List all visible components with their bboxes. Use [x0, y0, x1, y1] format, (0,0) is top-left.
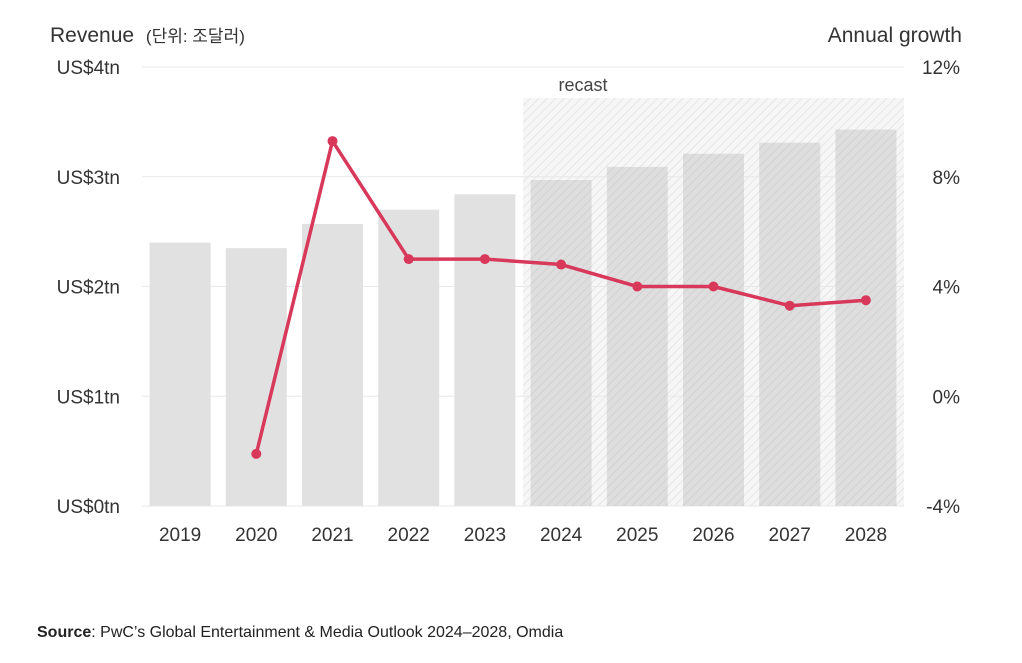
bar-2025 — [606, 166, 668, 506]
growth-point-2024 — [556, 259, 567, 270]
growth-point-2027 — [784, 300, 795, 311]
y-left-tick-label: US$1tn — [57, 387, 120, 408]
bar-2020 — [225, 248, 287, 506]
title-left: Revenue (단위: 조달러) — [50, 24, 245, 47]
source-text: : PwC’s Global Entertainment & Media Out… — [91, 624, 564, 641]
growth-point-2020 — [251, 448, 262, 459]
y-right-tick-label: 4% — [933, 278, 961, 299]
x-tick-label: 2021 — [311, 525, 353, 546]
forecast-label: recast — [558, 75, 607, 95]
bar-2026 — [683, 153, 744, 506]
bar-2019 — [149, 242, 211, 506]
y-right-tick-label: 12% — [922, 58, 960, 79]
y-left-tick-label: US$0tn — [57, 497, 120, 518]
y-left-tick-label: US$2tn — [57, 278, 120, 299]
growth-point-2021 — [327, 136, 338, 147]
source-note: Source: PwC’s Global Entertainment & Med… — [37, 624, 563, 642]
bar-2021 — [302, 223, 363, 506]
x-tick-label: 2026 — [692, 525, 734, 546]
bar-2028 — [835, 129, 897, 506]
y-right-tick-label: -4% — [926, 497, 960, 518]
source-label: Source — [37, 624, 92, 641]
y-right-tick-label: 0% — [933, 387, 961, 408]
x-tick-label: 2028 — [845, 525, 887, 546]
x-tick-label: 2024 — [540, 525, 583, 546]
y-right-tick-label: 8% — [933, 168, 961, 189]
y-left-tick-label: US$3tn — [57, 168, 120, 189]
y-left-tick-label: US$4tn — [57, 58, 120, 79]
growth-point-2023 — [479, 254, 490, 265]
x-tick-label: 2019 — [159, 525, 201, 546]
title-right: Annual growth — [828, 24, 962, 47]
growth-point-2025 — [632, 281, 643, 292]
x-tick-label: 2027 — [769, 525, 811, 546]
chart: US$0tn -4% US$1tn 0% US$2tn 4% US$3tn 8% US$4tn 1… — [50, 24, 962, 546]
x-tick-label: 2023 — [464, 525, 506, 546]
x-tick-label: 2025 — [616, 525, 658, 546]
axis-labels: US$0tn -4% US$1tn 0% US$2tn 4% US$3tn 8% US$4tn 1… — [57, 58, 960, 546]
bar-2024 — [530, 180, 592, 507]
bar-2023 — [454, 194, 516, 506]
x-tick-label: 2020 — [235, 525, 277, 546]
growth-point-2028 — [860, 295, 871, 306]
growth-point-2026 — [708, 281, 719, 292]
x-tick-label: 2022 — [388, 525, 430, 546]
growth-point-2022 — [403, 254, 414, 265]
growth-line — [251, 136, 871, 459]
bar-2027 — [759, 142, 821, 507]
